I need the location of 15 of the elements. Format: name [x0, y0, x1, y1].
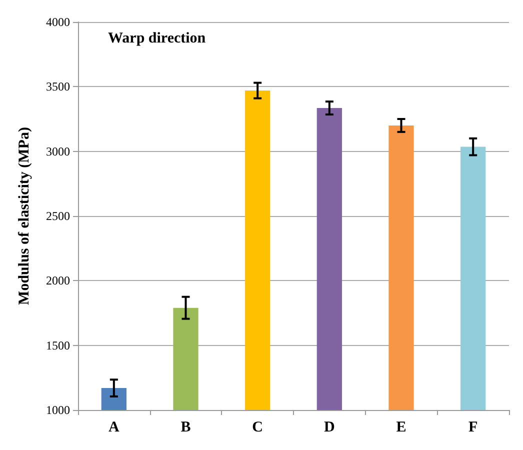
text: Warp direction — [108, 30, 206, 46]
y-tick-label: 4000 — [46, 15, 70, 29]
y-tick-label: 1500 — [46, 338, 70, 352]
x-tick-label: B — [180, 420, 191, 436]
x-tick-label: C — [252, 420, 264, 436]
x-tick-label: E — [396, 420, 406, 436]
y-tick-label: 3500 — [46, 80, 70, 94]
x-tick-label: F — [468, 420, 478, 436]
y-tick-label: 2500 — [46, 209, 70, 223]
x-tick-label: A — [108, 420, 120, 436]
y-tick-label: 3000 — [46, 144, 70, 158]
x-tick-label: D — [324, 420, 335, 436]
y-tick-label: 2000 — [46, 274, 70, 288]
y-axis-title: Modulus of elasticity (MPa) — [16, 127, 32, 305]
y-tick-label: 1000 — [46, 403, 70, 417]
